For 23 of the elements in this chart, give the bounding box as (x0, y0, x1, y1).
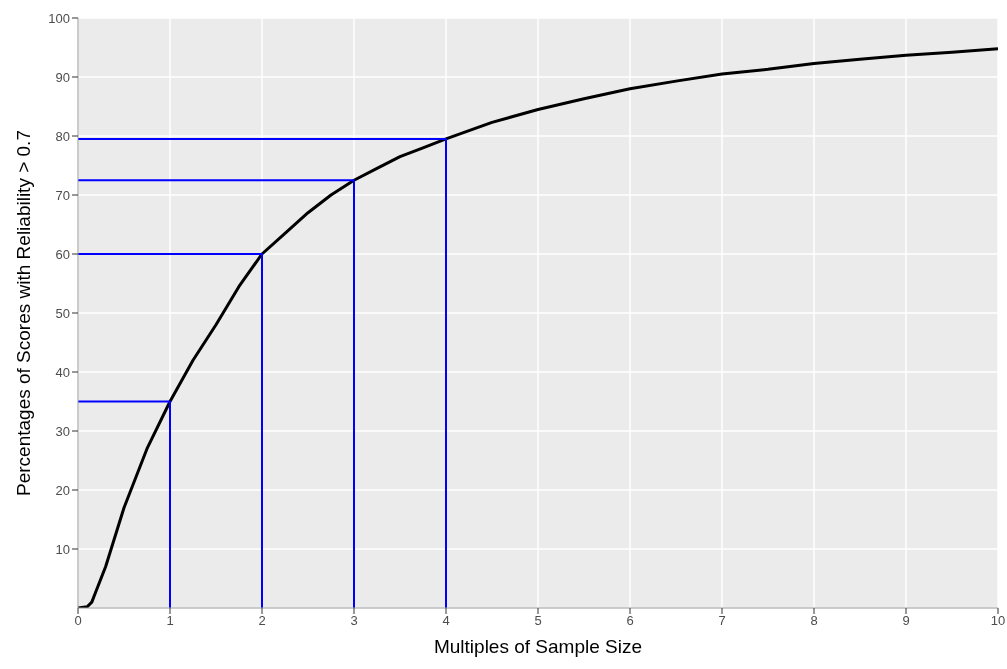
x-tick-label: 4 (442, 613, 450, 629)
x-tick-label: 2 (258, 613, 266, 629)
x-tick-label: 10 (990, 613, 1006, 629)
x-tick-label: 8 (810, 613, 818, 629)
y-tick-label: 40 (55, 364, 70, 380)
x-tick-label: 3 (350, 613, 358, 629)
y-tick-label: 70 (55, 187, 70, 203)
y-tick-label: 90 (55, 69, 70, 85)
y-tick-label: 10 (55, 541, 70, 557)
x-tick-label: 9 (902, 613, 910, 629)
y-tick-label: 50 (55, 305, 70, 321)
x-tick-label: 6 (626, 613, 634, 629)
y-tick-label: 80 (55, 128, 70, 144)
x-tick-label: 0 (74, 613, 82, 629)
x-axis-title: Multiples of Sample Size (433, 636, 643, 657)
x-tick-label: 7 (718, 613, 726, 629)
y-tick-label: 20 (55, 482, 70, 498)
y-tick-label: 30 (55, 423, 70, 439)
x-tick-label: 1 (166, 613, 174, 629)
y-tick-label: 100 (48, 10, 70, 26)
y-tick-label: 60 (55, 246, 70, 262)
y-axis-title: Percentages of Scores with Reliability > 0.7 (12, 130, 34, 496)
x-tick-label: 5 (534, 613, 542, 629)
